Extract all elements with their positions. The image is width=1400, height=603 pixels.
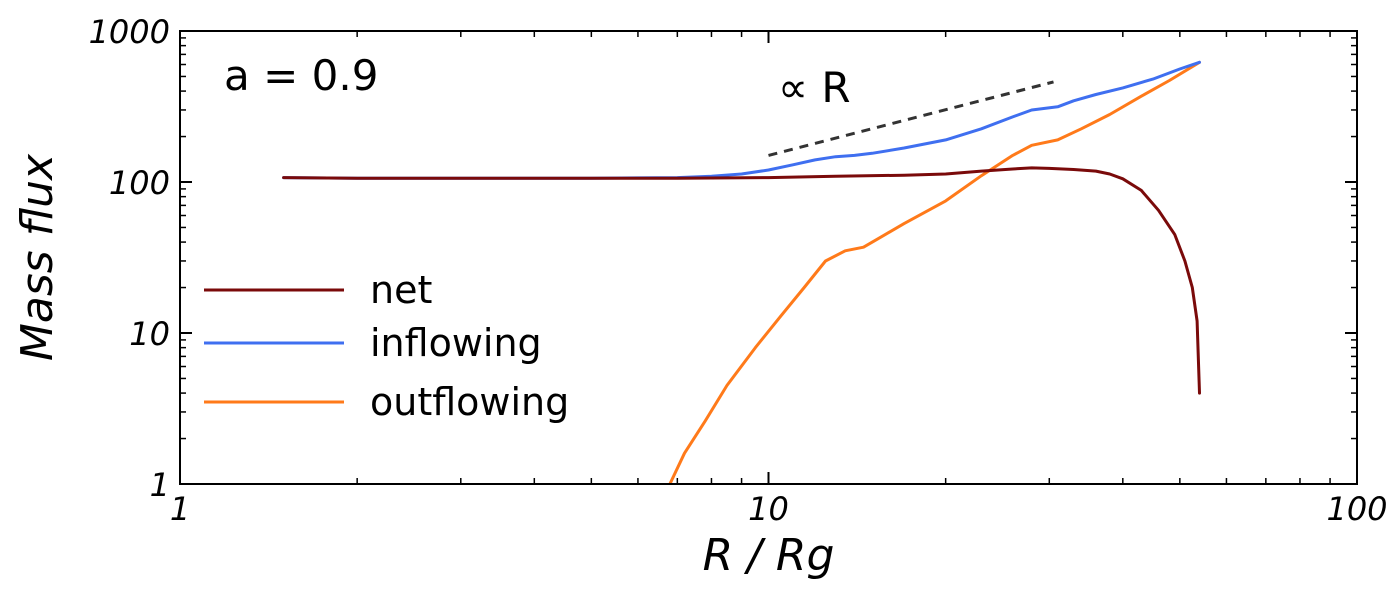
y-tick-label: 1 [150, 466, 170, 504]
legend-label-net: net [370, 268, 432, 312]
tick-labels: 1 10 100 1 10 100 1000 [89, 13, 1388, 528]
plot-area-frame [179, 30, 1358, 485]
x-axis-title: R / Rg [703, 530, 835, 581]
series-line-inflowing [282, 60, 1201, 180]
y-tick-label: 100 [109, 164, 170, 202]
x-tick-label: 1 [170, 490, 190, 528]
spin-annotation: a = 0.9 [224, 51, 378, 100]
series-layer [282, 60, 1201, 484]
proportional-r-reference-line [768, 80, 1054, 157]
proportional-r-annotation: ∝ R [778, 63, 851, 112]
legend-label-outflowing: outflowing [370, 380, 569, 424]
legend-label-inflowing: inflowing [370, 321, 542, 365]
legend: net inflowing outflowing [204, 268, 569, 424]
series-line-outflowing [668, 60, 1201, 484]
series-line-net [282, 166, 1201, 395]
x-tick-label: 10 [748, 490, 789, 528]
y-tick-label: 1000 [89, 13, 170, 51]
y-tick-label: 10 [129, 315, 170, 353]
x-tick-label: 100 [1326, 490, 1387, 528]
y-axis-title: Mass flux [12, 153, 63, 361]
